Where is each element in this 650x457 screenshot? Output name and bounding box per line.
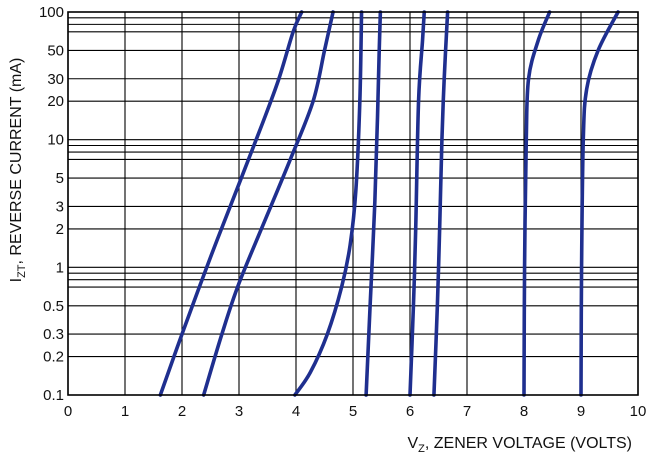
y-tick-label: 1 — [56, 259, 64, 276]
x-tick-label: 9 — [577, 403, 585, 420]
x-tick-label: 2 — [178, 403, 186, 420]
x-tick-label: 5 — [349, 403, 357, 420]
y-tick-label: 5 — [56, 170, 64, 187]
x-tick-label: 7 — [463, 403, 471, 420]
x-tick-label: 3 — [235, 403, 243, 420]
series-line-4 — [364, 10, 383, 397]
x-tick-label: 0 — [64, 403, 72, 420]
y-tick-label: 3 — [56, 198, 64, 215]
y-axis-label: IZT, REVERSE CURRENT (mA) — [8, 58, 28, 283]
plot-frame — [67, 11, 639, 396]
series-line-5 — [408, 10, 427, 397]
chart-grid — [67, 11, 639, 396]
x-tick-labels: 0 1 2 3 4 5 6 7 8 9 10 — [64, 403, 647, 420]
y-tick-label: 50 — [47, 42, 64, 59]
x-axis-label-sub: Z — [418, 443, 425, 455]
y-tick-label: 20 — [47, 93, 64, 110]
y-tick-labels: 0.1 0.2 0.3 0.5 1 2 3 5 10 20 30 50 100 — [39, 4, 64, 404]
y-tick-label: 10 — [47, 132, 64, 149]
y-tick-label: 0.3 — [43, 326, 64, 343]
x-axis-label-main: V — [407, 435, 418, 452]
y-axis-label-sub: ZT — [16, 264, 28, 278]
x-tick-label: 1 — [121, 403, 129, 420]
y-tick-label: 0.2 — [43, 349, 64, 366]
series-line-6 — [432, 10, 450, 397]
y-tick-label: 100 — [39, 4, 64, 21]
x-tick-label: 10 — [630, 403, 647, 420]
x-axis-label: VZ, ZENER VOLTAGE (VOLTS) — [407, 435, 632, 455]
series-line-2 — [201, 10, 335, 397]
y-axis-label-rest: , REVERSE CURRENT (mA) — [8, 58, 25, 265]
y-tick-label: 0.1 — [43, 387, 64, 404]
series-line-7 — [522, 10, 552, 397]
y-tick-label: 30 — [47, 71, 64, 88]
y-tick-label: 2 — [56, 221, 64, 238]
x-tick-label: 8 — [520, 403, 528, 420]
series-line-3 — [293, 10, 364, 397]
series-line-8 — [579, 10, 620, 397]
series-curves — [158, 10, 620, 397]
x-tick-label: 4 — [292, 403, 300, 420]
y-axis-label-main: I — [8, 278, 25, 282]
x-tick-label: 6 — [406, 403, 414, 420]
series-line-1 — [158, 10, 304, 397]
y-tick-label: 0.5 — [43, 298, 64, 315]
x-axis-label-rest: , ZENER VOLTAGE (VOLTS) — [425, 435, 632, 452]
